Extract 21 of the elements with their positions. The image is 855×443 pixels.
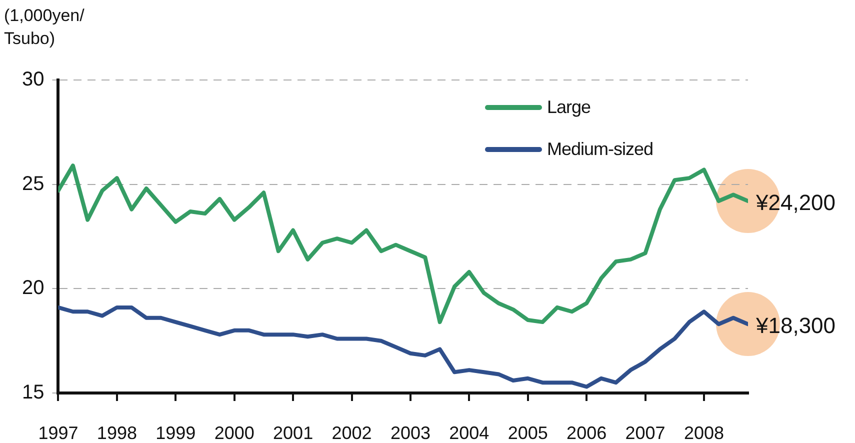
legend-label: Medium-sized — [547, 138, 654, 160]
x-tick-label: 2007 — [625, 422, 666, 443]
x-tick-label: 2008 — [684, 422, 724, 443]
x-tick-label: 2002 — [332, 422, 372, 443]
y-tick-label: 15 — [22, 382, 44, 404]
x-tick-label: 2005 — [508, 422, 548, 443]
x-tick-label: 1999 — [156, 422, 196, 443]
x-tick-label: 1998 — [96, 422, 137, 443]
x-tick-label: 2004 — [449, 422, 490, 443]
x-tick-label: 2000 — [214, 422, 254, 443]
y-tick-label: 20 — [22, 277, 44, 300]
x-tick-label: 2003 — [390, 422, 430, 443]
x-tick-label: 1997 — [38, 422, 78, 443]
y-tick-label: 30 — [22, 68, 44, 91]
annotation: ¥18,300 — [755, 313, 836, 338]
y-axis-title: (1,000yen/ Tsubo) — [4, 5, 84, 50]
legend-label: Large — [547, 96, 591, 118]
y-tick-label: 25 — [22, 172, 44, 195]
x-tick-label: 2001 — [273, 422, 314, 443]
x-tick-label: 2006 — [566, 422, 607, 443]
annotation: ¥24,200 — [755, 190, 836, 216]
